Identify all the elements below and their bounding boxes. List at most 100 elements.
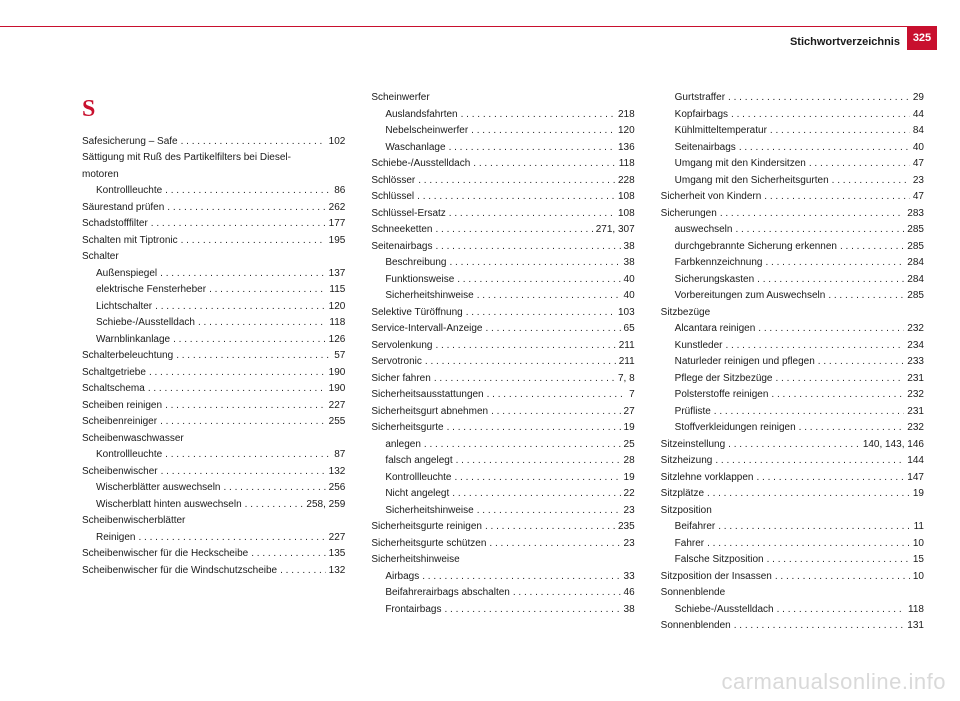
leader-dots: [466, 305, 615, 322]
leader-dots: [425, 354, 616, 371]
index-term: Umgang mit den Kindersitzen: [675, 156, 806, 173]
index-page-ref: 233: [907, 354, 924, 371]
leader-dots: [731, 107, 910, 124]
index-entry: Sicherungen283: [661, 206, 924, 223]
index-term: Scheibenwischer: [82, 464, 158, 481]
index-page-ref: 33: [624, 569, 635, 586]
index-term: Schlösser: [371, 173, 415, 190]
index-entry: Pflege der Sitzbezüge231: [661, 371, 924, 388]
index-page-ref: 47: [913, 189, 924, 206]
index-page-ref: 232: [907, 387, 924, 404]
index-entry: Schaltgetriebe190: [82, 365, 345, 382]
leader-dots: [160, 266, 325, 283]
index-entry: Beifahrer11: [661, 519, 924, 536]
index-entry: Safesicherung – Safe102: [82, 134, 345, 151]
index-page-ref: 120: [329, 299, 346, 316]
index-entry: Außenspiegel137: [82, 266, 345, 283]
leader-dots: [489, 536, 620, 553]
index-term: Servolenkung: [371, 338, 432, 355]
index-page-ref: 22: [624, 486, 635, 503]
index-entry: falsch angelegt28: [371, 453, 634, 470]
index-term: Sicherheitsgurte reinigen: [371, 519, 482, 536]
index-term: Säurestand prüfen: [82, 200, 164, 217]
index-term: Sitzposition der Insassen: [661, 569, 772, 586]
index-entry: Kunstleder234: [661, 338, 924, 355]
index-term: Farbkennzeichnung: [675, 255, 763, 272]
index-term: Prüfliste: [675, 404, 711, 421]
index-entry: elektrische Fensterheber115: [82, 282, 345, 299]
index-entry: Wischerblatt hinten auswechseln258, 259: [82, 497, 345, 514]
leader-dots: [176, 348, 331, 365]
leader-dots: [449, 206, 615, 223]
index-entry: Polsterstoffe reinigen232: [661, 387, 924, 404]
index-entry: Alcantara reinigen232: [661, 321, 924, 338]
index-page-ref: 232: [907, 420, 924, 437]
index-page-ref: 147: [907, 470, 924, 487]
index-entry: Sicherungskasten284: [661, 272, 924, 289]
index-page-ref: 190: [329, 381, 346, 398]
leader-dots: [224, 480, 326, 497]
index-term: Waschanlage: [385, 140, 445, 157]
index-page-ref: 218: [618, 107, 635, 124]
index-page-ref: 47: [913, 156, 924, 173]
index-term: Sitzposition: [661, 503, 712, 520]
index-page-ref: 23: [913, 173, 924, 190]
index-page-ref: 103: [618, 305, 635, 322]
index-term: motoren: [82, 167, 119, 184]
leader-dots: [799, 420, 905, 437]
index-entry: Airbags33: [371, 569, 634, 586]
index-page-ref: 132: [329, 563, 346, 580]
index-entry: Scheibenwischer für die Heckscheibe135: [82, 546, 345, 563]
leader-dots: [155, 299, 326, 316]
leader-dots: [209, 282, 326, 299]
leader-dots: [758, 321, 904, 338]
index-page-ref: 285: [907, 222, 924, 239]
index-term: Sitzbezüge: [661, 305, 710, 322]
index-entry: Scheiben reinigen227: [82, 398, 345, 415]
index-page-ref: 7: [629, 387, 635, 404]
header-rule: [0, 26, 937, 27]
index-term: Sicherheitshinweise: [371, 552, 459, 569]
leader-dots: [471, 123, 615, 140]
index-entry: Sicherheitsgurte19: [371, 420, 634, 437]
index-entry: Vorbereitungen zum Auswechseln285: [661, 288, 924, 305]
index-page-ref: 195: [329, 233, 346, 250]
index-entry: Seitenairbags40: [661, 140, 924, 157]
index-term: Sättigung mit Ruß des Partikelfilters be…: [82, 150, 291, 167]
leader-dots: [734, 618, 905, 635]
index-column-1: S Safesicherung – Safe102Sättigung mit R…: [82, 90, 345, 635]
leader-dots: [513, 585, 621, 602]
index-term: Stoffverkleidungen reinigen: [675, 420, 796, 437]
leader-dots: [828, 288, 904, 305]
index-term: Selektive Türöffnung: [371, 305, 462, 322]
index-page-ref: 140, 143, 146: [863, 437, 924, 454]
index-entry: Sitzposition: [661, 503, 924, 520]
leader-dots: [728, 90, 910, 107]
index-entry: Schadstofffilter177: [82, 216, 345, 233]
index-entry: Scheibenreiniger255: [82, 414, 345, 431]
index-entry: motoren: [82, 167, 345, 184]
index-entry: Kontrollleuchte86: [82, 183, 345, 200]
index-entry: Sicherheitshinweise: [371, 552, 634, 569]
index-term: Sicherungen: [661, 206, 717, 223]
index-term: Gurtstraffer: [675, 90, 725, 107]
index-page-ref: 86: [334, 183, 345, 200]
index-page-ref: 23: [624, 503, 635, 520]
index-entry: Fahrer10: [661, 536, 924, 553]
index-term: Scheibenwaschwasser: [82, 431, 184, 448]
index-entry: Scheinwerfer: [371, 90, 634, 107]
leader-dots: [457, 272, 620, 289]
leader-dots: [707, 486, 910, 503]
index-page-ref: 231: [907, 371, 924, 388]
index-term: Auslandsfahrten: [385, 107, 457, 124]
leader-dots: [477, 503, 621, 520]
index-term: Sicherheitsgurte: [371, 420, 443, 437]
index-entry: Seitenairbags38: [371, 239, 634, 256]
leader-dots: [766, 255, 905, 272]
index-page-ref: 211: [619, 354, 635, 371]
index-page-ref: 177: [329, 216, 346, 233]
index-entry: Schalterbeleuchtung57: [82, 348, 345, 365]
index-page-ref: 38: [624, 255, 635, 272]
index-page-ref: 38: [624, 239, 635, 256]
leader-dots: [436, 222, 593, 239]
